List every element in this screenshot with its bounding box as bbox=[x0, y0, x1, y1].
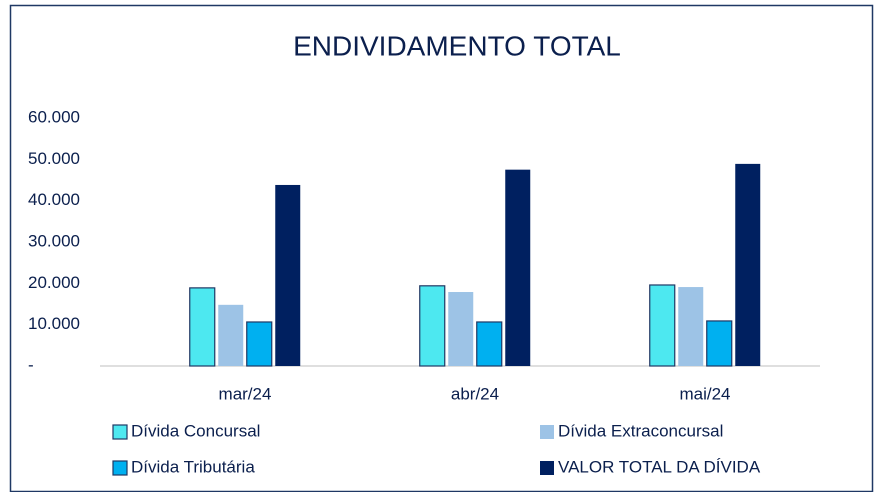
bar bbox=[419, 285, 446, 367]
bar bbox=[505, 169, 531, 366]
y-tick-label: 50.000 bbox=[28, 149, 80, 168]
legend-swatch bbox=[540, 461, 554, 475]
bar bbox=[706, 320, 733, 367]
bar bbox=[649, 284, 676, 367]
legend-label: Dívida Tributária bbox=[131, 457, 255, 476]
bar bbox=[735, 163, 761, 366]
bar bbox=[218, 304, 244, 366]
chart-title: ENDIVIDAMENTO TOTAL bbox=[293, 30, 621, 61]
bar bbox=[189, 287, 216, 367]
legend-label: Dívida Extraconcursal bbox=[558, 421, 723, 440]
bar bbox=[275, 184, 301, 366]
bar bbox=[448, 292, 474, 366]
y-tick-label: 60.000 bbox=[28, 107, 80, 126]
legend-label: Dívida Concursal bbox=[131, 421, 260, 440]
y-tick-label: 10.000 bbox=[28, 314, 80, 333]
y-tick-label: 20.000 bbox=[28, 273, 80, 292]
legend-label: VALOR TOTAL DA DÍVIDA bbox=[558, 457, 761, 476]
y-tick-label: 40.000 bbox=[28, 190, 80, 209]
y-tick-label: - bbox=[28, 355, 34, 374]
x-tick-label: abr/24 bbox=[451, 384, 499, 403]
bar bbox=[246, 321, 273, 367]
legend-swatch bbox=[112, 424, 128, 440]
legend-swatch bbox=[112, 460, 128, 476]
bar bbox=[678, 287, 704, 366]
x-tick-label: mar/24 bbox=[219, 384, 272, 403]
legend-swatch bbox=[540, 425, 554, 439]
x-tick-label: mai/24 bbox=[679, 384, 730, 403]
y-tick-label: 30.000 bbox=[28, 231, 80, 250]
chart-frame bbox=[9, 4, 874, 492]
bar bbox=[476, 321, 503, 367]
